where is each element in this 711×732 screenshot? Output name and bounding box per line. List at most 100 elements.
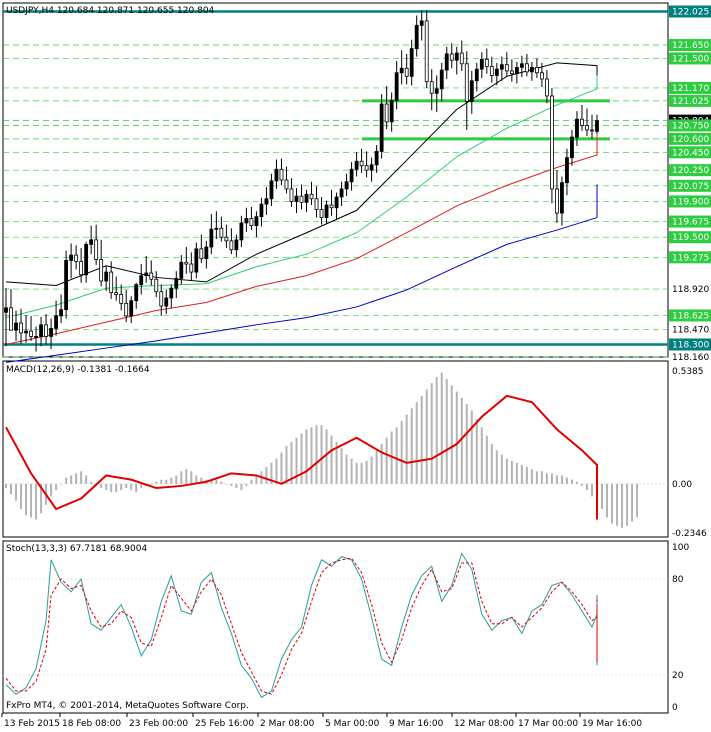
candle-body: [254, 216, 259, 226]
price-label: 118.920: [672, 285, 709, 295]
candle-body: [29, 330, 33, 337]
candle-body: [119, 294, 124, 304]
macd-title: MACD(12,26,9) -0.1381 -0.1664: [6, 365, 150, 375]
macd-histogram-bar: [365, 460, 368, 484]
candle-body: [550, 95, 554, 190]
macd-histogram-bar: [170, 477, 173, 484]
macd-histogram-bar: [535, 471, 538, 484]
candle-body: [434, 88, 439, 94]
candle-body: [94, 239, 99, 260]
macd-histogram-bar: [621, 483, 624, 528]
macd-histogram-bar: [575, 481, 578, 484]
candle-body: [585, 125, 589, 131]
candle-body: [159, 291, 164, 307]
macd-histogram-bar: [570, 479, 573, 484]
ma-black-line: [5, 62, 598, 286]
candle-body: [369, 164, 374, 171]
candle-body: [199, 248, 204, 260]
macd-histogram-bar: [601, 483, 604, 509]
candle-body: [409, 48, 414, 77]
price-tag: [669, 52, 711, 65]
macd-histogram-bar: [545, 473, 548, 484]
macd-histogram-bar: [150, 483, 153, 485]
macd-histogram-bar: [626, 483, 629, 526]
macd-histogram-bar: [25, 483, 28, 516]
macd-histogram-bar: [120, 483, 123, 491]
macd-histogram-bar: [280, 452, 283, 484]
macd-histogram-bar: [350, 458, 353, 484]
macd-histogram-bar: [100, 483, 103, 489]
candle-body: [344, 181, 349, 190]
price-tag: [669, 94, 711, 107]
macd-histogram-bar: [30, 483, 33, 518]
candle-body: [484, 58, 489, 67]
candle-body: [399, 67, 404, 74]
candle-body: [174, 277, 179, 289]
macd-histogram-bar: [370, 456, 373, 484]
candle-body: [279, 168, 284, 181]
candle-body: [364, 165, 369, 171]
candle-body: [555, 188, 559, 214]
price-tag: [669, 338, 711, 351]
x-axis-label: 17 Mar 00:00: [518, 719, 578, 729]
x-axis-label: 25 Feb 16:00: [195, 719, 254, 729]
stoch-tick-label: 100: [672, 543, 689, 553]
price-tag: [669, 39, 711, 52]
stoch-tick-label: 0: [672, 703, 678, 713]
candle-body: [354, 160, 359, 170]
candle-body: [139, 275, 144, 285]
macd-histogram-bar: [560, 475, 563, 484]
candle-body: [540, 72, 544, 80]
candle-body: [204, 246, 209, 260]
macd-histogram-bar: [50, 483, 53, 497]
candle-body: [509, 70, 514, 75]
candle-body: [164, 297, 169, 307]
candle-body: [334, 196, 339, 209]
macd-histogram-bar: [540, 471, 543, 484]
price-tag: [669, 251, 711, 264]
candle-body: [134, 284, 139, 302]
macd-histogram-bar: [80, 471, 83, 484]
macd-signal-line: [5, 394, 598, 520]
price-plot: [3, 10, 668, 363]
macd-histogram-bar: [295, 437, 298, 484]
price-chart-title: USDJPY,H4 120.684 120.871 120.655 120.80…: [6, 6, 215, 16]
candle-body: [424, 20, 429, 83]
macd-histogram-bar: [85, 475, 88, 484]
x-axis-label: 23 Feb 00:00: [129, 719, 188, 729]
price-label: 122.025: [672, 7, 709, 17]
candle-body: [169, 287, 174, 299]
price-label: 118.160: [672, 353, 709, 363]
candle-body: [24, 330, 28, 334]
macd-histogram-bar: [400, 420, 403, 484]
candle-body: [499, 64, 504, 70]
macd-histogram-bar: [155, 481, 158, 484]
macd-histogram-bar: [385, 437, 388, 484]
price-tag: [669, 215, 711, 228]
candle-body: [504, 64, 509, 72]
macd-histogram-bar: [480, 427, 483, 484]
price-tag: [669, 164, 711, 177]
macd-histogram-bar: [636, 483, 639, 518]
candle-body: [294, 195, 299, 202]
candle-body: [224, 236, 229, 242]
candle-body: [44, 324, 48, 337]
candle-body: [149, 272, 154, 280]
x-axis-label: 13 Feb 2015: [4, 719, 60, 729]
macd-histogram-bar: [250, 479, 253, 484]
x-axis-label: 2 Mar 08:00: [260, 719, 315, 729]
macd-histogram-bar: [565, 477, 568, 484]
macd-histogram-bar: [430, 383, 433, 484]
macd-histogram-bar: [245, 483, 248, 486]
stoch-tick-label: 20: [672, 671, 684, 681]
stoch-tick-label: 80: [672, 575, 684, 585]
candle-body: [349, 168, 354, 183]
macd-histogram-bar: [55, 483, 58, 491]
candle-body: [449, 53, 454, 61]
candle-body: [299, 195, 304, 203]
candle-body: [464, 63, 469, 102]
candle-body: [144, 272, 149, 277]
candle-body: [459, 52, 464, 65]
candle-body: [314, 198, 319, 210]
candle-body: [34, 336, 38, 338]
